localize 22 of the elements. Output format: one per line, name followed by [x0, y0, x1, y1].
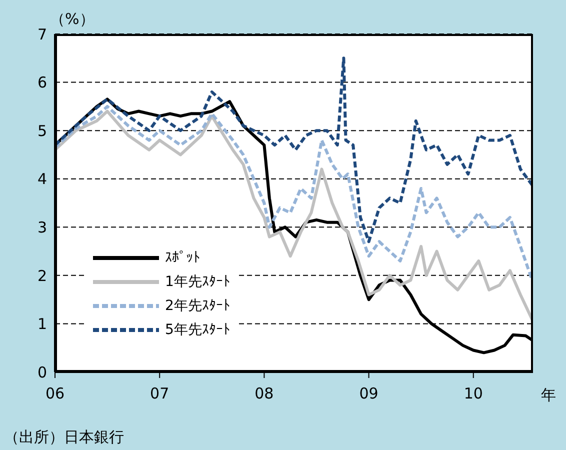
x-tick-label: 08: [254, 384, 274, 403]
x-tick-label: 06: [45, 384, 65, 403]
y-tick-label: 7: [37, 25, 47, 44]
y-tick-label: 4: [37, 170, 47, 188]
x-tick-label: 09: [359, 384, 378, 403]
y-tick-label: 0: [37, 363, 47, 382]
y-tick-label: 6: [37, 74, 47, 92]
y-axis-title: （%）: [50, 10, 94, 29]
x-axis-title: 年: [541, 386, 556, 405]
line-series: [55, 110, 533, 323]
x-tick-label: 10: [464, 384, 483, 403]
y-tick-label: 3: [37, 218, 47, 236]
legend-label: 1年先ｽﾀｰﾄ: [165, 273, 230, 291]
y-tick-label: 5: [37, 122, 47, 140]
legend-label: ｽﾎﾟｯﾄ: [165, 250, 200, 266]
text: （出所）日本銀行: [4, 428, 124, 447]
legend-label: 2年先ｽﾀｰﾄ: [165, 297, 230, 315]
x-tick-label: 07: [150, 384, 170, 403]
y-tick-label: 1: [37, 315, 47, 334]
line-series: [55, 56, 533, 244]
legend-label: 5年先ｽﾀｰﾄ: [165, 321, 230, 339]
y-tick-label: 2: [37, 266, 47, 285]
